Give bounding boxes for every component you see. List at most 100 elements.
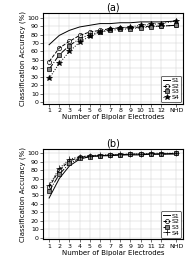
S4 [58, 62, 60, 65]
S2 [119, 153, 121, 157]
S1 [160, 20, 162, 23]
S4 [119, 153, 121, 156]
S3 [160, 24, 162, 28]
S1 [68, 29, 70, 32]
S4 [175, 152, 177, 155]
S1 [99, 22, 101, 25]
S4 [89, 35, 91, 38]
S3 [140, 153, 142, 156]
S1 [48, 43, 50, 46]
S3 [58, 173, 60, 176]
S1 [79, 25, 81, 29]
S2 [68, 40, 70, 43]
Line: S4: S4 [46, 18, 179, 81]
S3 [109, 29, 111, 32]
S4 [99, 153, 101, 157]
S1 [175, 19, 177, 23]
S3 [68, 162, 70, 165]
S3 [48, 190, 50, 193]
S1 [79, 158, 81, 161]
S2 [160, 153, 162, 156]
S3 [129, 27, 131, 30]
Line: S2: S2 [47, 23, 178, 64]
S1 [140, 20, 142, 23]
S4 [48, 184, 50, 187]
S2 [140, 25, 142, 29]
S1 [89, 155, 91, 158]
S2 [129, 153, 131, 156]
S3 [140, 26, 142, 29]
S1 [58, 34, 60, 37]
Title: (a): (a) [106, 3, 120, 13]
S1 [89, 24, 91, 27]
S3 [89, 155, 91, 158]
Line: S4: S4 [46, 150, 180, 189]
S2 [109, 153, 111, 157]
S2 [68, 159, 70, 162]
S2 [175, 152, 177, 155]
S1 [140, 153, 142, 157]
Line: S2: S2 [47, 151, 178, 189]
S2 [48, 60, 50, 63]
S2 [129, 26, 131, 29]
S4 [175, 19, 177, 23]
Y-axis label: Classification Accuracy (%): Classification Accuracy (%) [19, 147, 26, 242]
S3 [58, 53, 60, 56]
S4 [140, 153, 142, 156]
X-axis label: Number of Bipolar Electrodes: Number of Bipolar Electrodes [62, 250, 164, 256]
S3 [160, 153, 162, 156]
S4 [109, 153, 111, 157]
S2 [119, 26, 121, 29]
S1 [129, 153, 131, 157]
S2 [79, 156, 81, 159]
S4 [89, 154, 91, 157]
Line: S1: S1 [49, 21, 176, 45]
S1 [48, 196, 50, 200]
S4 [119, 26, 121, 29]
S3 [89, 33, 91, 36]
S2 [48, 185, 50, 189]
S2 [150, 153, 152, 156]
S2 [79, 34, 81, 37]
S2 [160, 24, 162, 28]
S3 [129, 153, 131, 156]
S3 [99, 154, 101, 157]
Line: S3: S3 [47, 151, 178, 193]
S3 [150, 25, 152, 29]
S4 [68, 50, 70, 53]
Legend: S1, S2, S3, S4: S1, S2, S3, S4 [161, 76, 181, 102]
Title: (b): (b) [106, 138, 120, 148]
S2 [150, 24, 152, 28]
S3 [99, 30, 101, 34]
S4 [129, 25, 131, 29]
Line: S3: S3 [47, 23, 178, 71]
S1 [119, 153, 121, 157]
S4 [79, 41, 81, 44]
S2 [89, 30, 91, 34]
S2 [175, 24, 177, 27]
S4 [129, 153, 131, 156]
S3 [79, 37, 81, 40]
S4 [150, 23, 152, 26]
S3 [175, 24, 177, 27]
S2 [58, 47, 60, 50]
S4 [79, 155, 81, 158]
S4 [58, 167, 60, 170]
S3 [48, 68, 50, 71]
S2 [89, 154, 91, 157]
S2 [140, 153, 142, 156]
S2 [99, 154, 101, 157]
S4 [160, 152, 162, 155]
S3 [175, 152, 177, 155]
S1 [150, 153, 152, 156]
S3 [109, 153, 111, 157]
Legend: S1, S2, S3, S4: S1, S2, S3, S4 [161, 211, 181, 238]
X-axis label: Number of Bipolar Electrodes: Number of Bipolar Electrodes [62, 114, 164, 121]
S4 [140, 24, 142, 27]
S1 [109, 22, 111, 25]
S2 [99, 29, 101, 32]
S3 [79, 157, 81, 160]
S4 [150, 152, 152, 155]
S1 [99, 154, 101, 157]
S4 [160, 22, 162, 25]
